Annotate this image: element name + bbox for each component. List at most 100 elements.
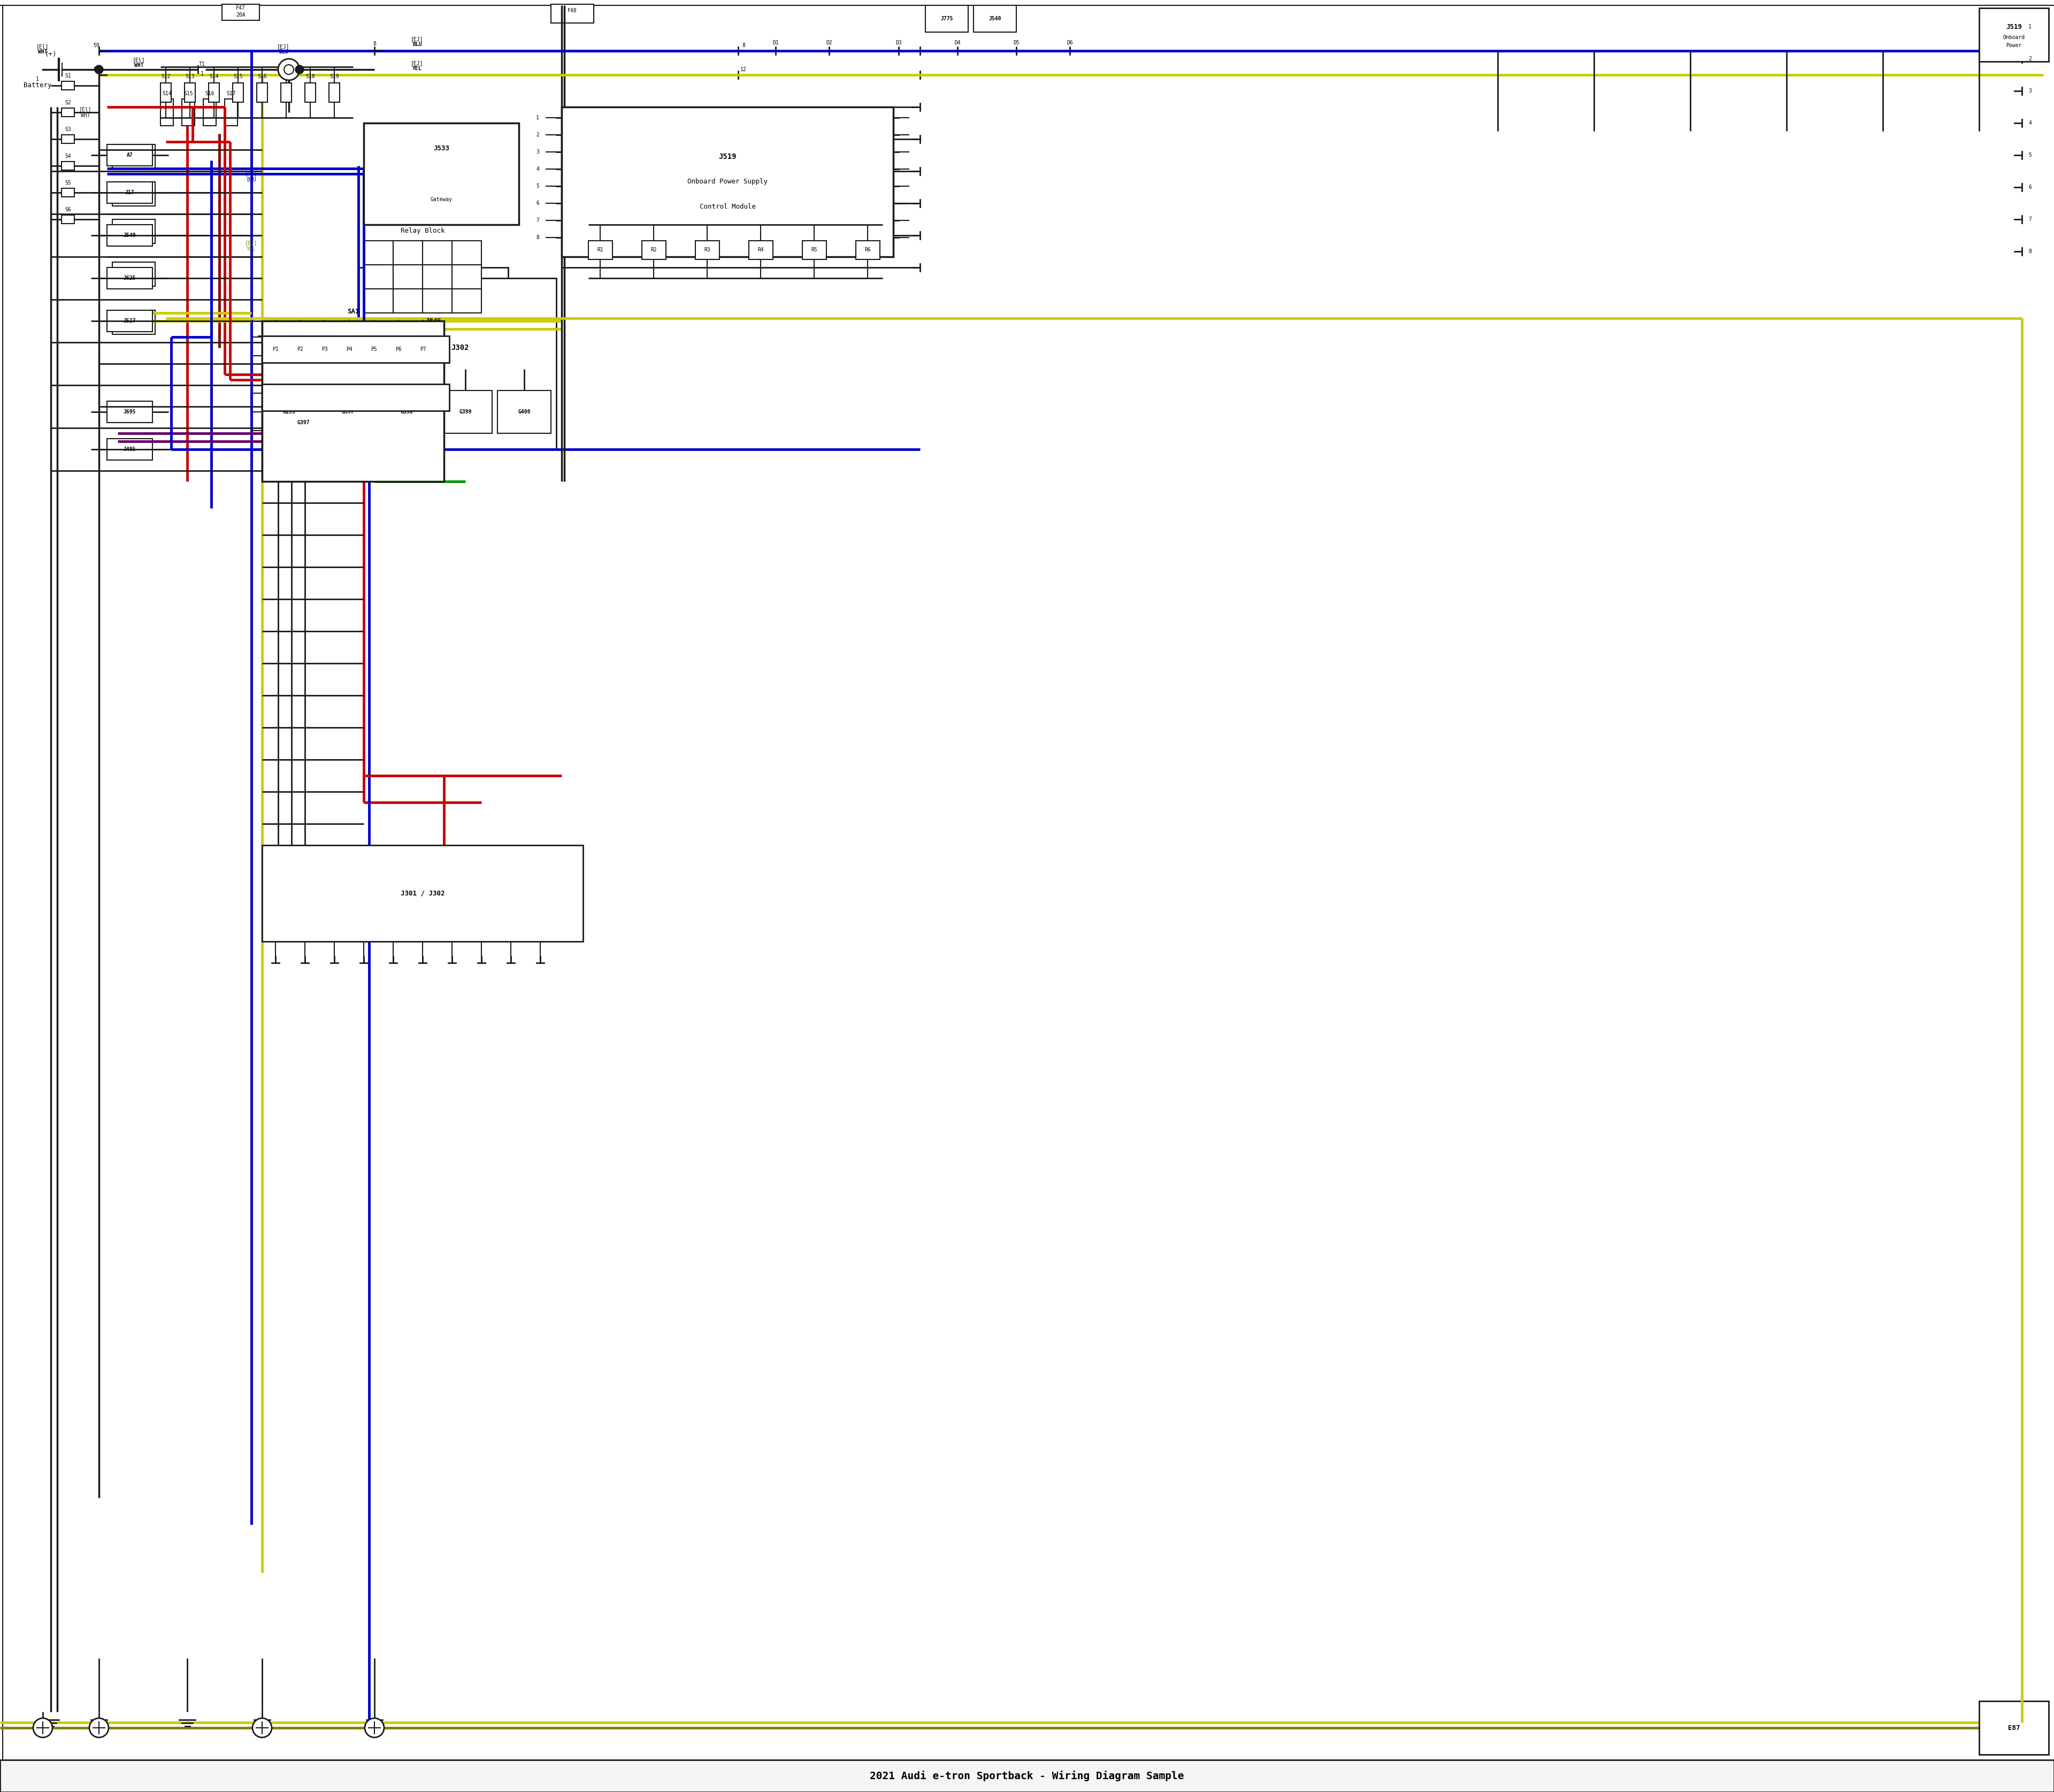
Text: SA1: SA1 bbox=[347, 308, 359, 315]
Text: Control Module: Control Module bbox=[698, 202, 756, 210]
Text: P2: P2 bbox=[298, 346, 304, 351]
Text: P4: P4 bbox=[347, 346, 353, 351]
Text: J540: J540 bbox=[123, 233, 136, 238]
Text: 1: 1 bbox=[201, 72, 203, 77]
Text: D4: D4 bbox=[955, 39, 961, 45]
Bar bbox=[283, 401, 343, 439]
Bar bbox=[271, 446, 290, 462]
Bar bbox=[107, 267, 152, 289]
Text: 3: 3 bbox=[536, 149, 538, 154]
Circle shape bbox=[94, 65, 103, 73]
Text: S1: S1 bbox=[66, 73, 72, 79]
Text: 59: 59 bbox=[92, 66, 99, 72]
Text: J527: J527 bbox=[123, 319, 136, 324]
Bar bbox=[382, 335, 401, 351]
Text: 3: 3 bbox=[2029, 88, 2031, 93]
Text: P5: P5 bbox=[372, 346, 378, 351]
Bar bbox=[550, 4, 594, 23]
Text: S6: S6 bbox=[66, 208, 72, 213]
Circle shape bbox=[88, 1719, 109, 1738]
Text: T1: T1 bbox=[199, 61, 205, 66]
Circle shape bbox=[277, 59, 300, 81]
Text: [EJ]
YEL: [EJ] YEL bbox=[244, 240, 257, 253]
Text: G398: G398 bbox=[401, 409, 413, 414]
Bar bbox=[409, 446, 429, 462]
Text: R5: R5 bbox=[811, 247, 817, 253]
Text: Battery: Battery bbox=[23, 82, 51, 90]
Text: [EJ]: [EJ] bbox=[277, 43, 290, 48]
Text: D3: D3 bbox=[896, 39, 902, 45]
Text: 5: 5 bbox=[536, 183, 538, 188]
Text: Gateway: Gateway bbox=[429, 197, 452, 202]
Bar bbox=[364, 240, 392, 265]
Text: J302: J302 bbox=[452, 344, 468, 351]
Text: S15: S15 bbox=[183, 91, 193, 97]
Text: R3: R3 bbox=[705, 247, 711, 253]
Bar bbox=[113, 262, 156, 287]
Text: BLU: BLU bbox=[279, 48, 288, 54]
Bar bbox=[271, 418, 290, 434]
Bar bbox=[803, 240, 826, 260]
Bar bbox=[107, 439, 152, 461]
Bar bbox=[380, 391, 433, 434]
Text: S5: S5 bbox=[66, 181, 72, 186]
Bar bbox=[423, 265, 452, 289]
Bar bbox=[452, 265, 481, 289]
Text: F47: F47 bbox=[236, 5, 244, 11]
Bar bbox=[304, 82, 316, 102]
Bar bbox=[353, 335, 374, 351]
Bar bbox=[382, 418, 401, 434]
Bar bbox=[353, 362, 374, 378]
Bar bbox=[364, 278, 557, 450]
Text: 1: 1 bbox=[35, 77, 39, 82]
Text: G399: G399 bbox=[460, 409, 472, 414]
Bar bbox=[183, 99, 195, 125]
Bar bbox=[327, 446, 345, 462]
Text: Onboard: Onboard bbox=[2003, 34, 2025, 39]
Bar bbox=[641, 240, 665, 260]
Text: R1: R1 bbox=[598, 247, 604, 253]
Bar bbox=[232, 82, 242, 102]
Text: 7: 7 bbox=[536, 217, 538, 222]
Bar bbox=[271, 391, 290, 407]
Text: Power: Power bbox=[2007, 43, 2021, 48]
Text: J485: J485 bbox=[123, 446, 136, 452]
Text: 1: 1 bbox=[536, 115, 538, 120]
Bar bbox=[926, 5, 967, 32]
Bar bbox=[974, 5, 1017, 32]
Text: J533: J533 bbox=[431, 168, 446, 174]
Text: P1: P1 bbox=[273, 346, 279, 351]
Bar bbox=[62, 108, 74, 116]
Bar bbox=[392, 240, 423, 265]
Bar bbox=[257, 82, 267, 102]
Bar bbox=[364, 124, 520, 224]
Bar bbox=[263, 335, 450, 362]
Circle shape bbox=[366, 1719, 384, 1738]
Bar bbox=[497, 391, 550, 434]
Bar bbox=[452, 289, 481, 314]
Bar bbox=[62, 81, 74, 90]
Text: 8: 8 bbox=[2029, 249, 2031, 254]
Text: 8: 8 bbox=[374, 41, 376, 47]
Text: 4: 4 bbox=[536, 167, 538, 172]
Bar bbox=[409, 362, 429, 378]
Text: J533: J533 bbox=[433, 145, 450, 152]
Text: Onboard Power Supply: Onboard Power Supply bbox=[688, 179, 768, 185]
Bar bbox=[364, 289, 392, 314]
Bar bbox=[0, 1760, 2054, 1792]
Text: 20A: 20A bbox=[236, 13, 244, 18]
Bar bbox=[298, 446, 316, 462]
Text: J301 / J302: J301 / J302 bbox=[401, 891, 444, 896]
Bar bbox=[327, 418, 345, 434]
Text: [EJ]: [EJ] bbox=[277, 66, 290, 72]
Text: 8: 8 bbox=[741, 43, 746, 48]
Text: WHT: WHT bbox=[39, 48, 47, 54]
Text: 2: 2 bbox=[2029, 56, 2031, 61]
Bar bbox=[364, 265, 392, 289]
Bar bbox=[281, 82, 292, 102]
Text: S16: S16 bbox=[205, 91, 214, 97]
Text: J695: J695 bbox=[123, 409, 136, 414]
Text: 12: 12 bbox=[739, 66, 748, 72]
Text: J540: J540 bbox=[988, 16, 1000, 22]
Bar bbox=[327, 391, 345, 407]
